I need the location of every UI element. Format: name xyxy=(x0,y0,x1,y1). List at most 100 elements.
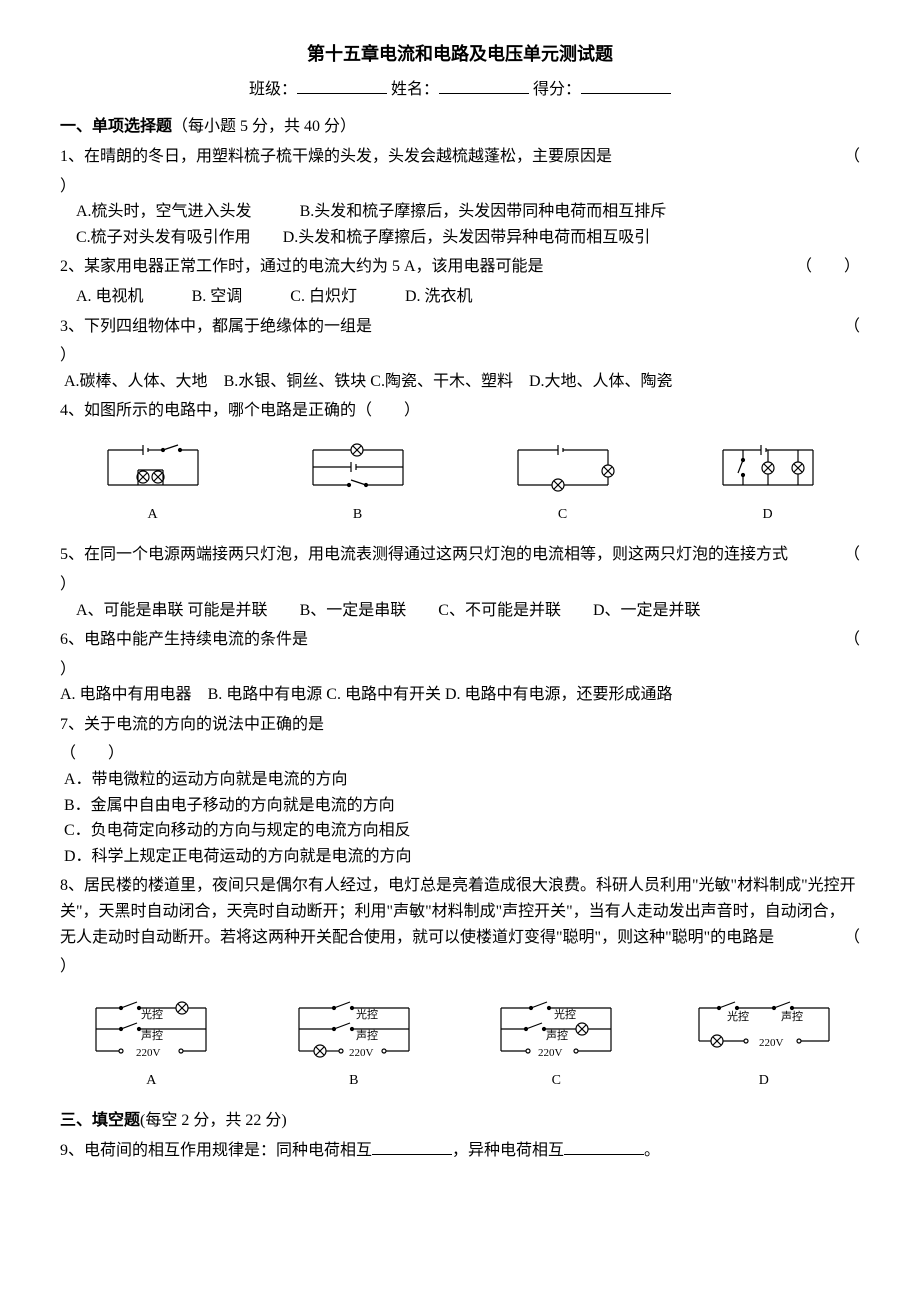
q9-text-pre: 9、电荷间的相互作用规律是：同种电荷相互 xyxy=(60,1142,372,1159)
q5-paren-right-line: ） xyxy=(60,572,860,598)
q8-circuit-b-label: B xyxy=(284,1070,424,1092)
circuit-c-label: C xyxy=(508,504,618,526)
q2-optB: B. 空调 xyxy=(192,288,243,305)
q2-paren: （ ） xyxy=(796,254,860,280)
q5-optB: B、一定是串联 xyxy=(300,602,407,619)
page-title: 第十五章电流和电路及电压单元测试题 xyxy=(60,40,860,69)
q5-optA: A、可能是串联 可能是并联 xyxy=(76,602,268,619)
circuit-c-svg xyxy=(508,440,618,500)
q8-circuit-c-label: C xyxy=(486,1070,626,1092)
student-info-line: 班级： 姓名： 得分： xyxy=(60,77,860,103)
q6-optA: A. 电路中有用电器 xyxy=(60,686,192,703)
q8-circuit-b-svg: 光控 声控 220V xyxy=(284,996,424,1066)
circuit-b-label: B xyxy=(303,504,413,526)
section-3-points: (每空 2 分，共 22 分) xyxy=(140,1112,287,1129)
q5-options: A、可能是串联 可能是并联 B、一定是串联 C、不可能是并联 D、一定是并联 xyxy=(76,598,860,624)
q7-text: 7、关于电流的方向的说法中正确的是 xyxy=(60,716,324,733)
q9-text-mid: ，异种电荷相互 xyxy=(452,1142,564,1159)
q8-circuit-a-label: A xyxy=(81,1070,221,1092)
q8-circuit-b: 光控 声控 220V B xyxy=(284,996,424,1092)
q8-text: 8、居民楼的楼道里，夜间只是偶尔有人经过，电灯总是亮着造成很大浪费。科研人员利用… xyxy=(60,877,856,945)
q1-optA: A.梳头时，空气进入头发 xyxy=(76,203,252,220)
q3-optD: D.大地、人体、陶瓷 xyxy=(529,373,673,390)
q8c-light-label: 光控 xyxy=(554,1007,576,1021)
q8d-voltage-label: 220V xyxy=(759,1037,784,1049)
q4-diagrams: A xyxy=(60,440,860,526)
q7-optC: C．负电荷定向移动的方向与规定的电流方向相反 xyxy=(64,822,411,839)
q1-paren-right-line: ） xyxy=(60,174,860,200)
q7-optB: B．金属中自由电子移动的方向就是电流的方向 xyxy=(64,797,395,814)
q2-optD: D. 洗衣机 xyxy=(405,288,473,305)
q8c-sound-label: 声控 xyxy=(546,1028,568,1042)
question-6: 6、电路中能产生持续电流的条件是 （ xyxy=(60,627,860,653)
class-label: 班级： xyxy=(249,81,297,98)
q7-optA: A．带电微粒的运动方向就是电流的方向 xyxy=(64,771,348,788)
name-label: 姓名： xyxy=(391,81,439,98)
circuit-a-svg xyxy=(98,440,208,500)
q2-optA: A. 电视机 xyxy=(76,288,144,305)
question-5: 5、在同一个电源两端接两只灯泡，用电流表测得通过这两只灯泡的电流相等，则这两只灯… xyxy=(60,542,860,568)
section-1-heading: 一、单项选择题 xyxy=(60,118,172,135)
class-blank xyxy=(297,77,387,94)
q3-text: 3、下列四组物体中，都属于绝缘体的一组是 xyxy=(60,318,372,335)
question-9: 9、电荷间的相互作用规律是：同种电荷相互 ，异种电荷相互 。 xyxy=(60,1138,860,1164)
q4-text: 4、如图所示的电路中，哪个电路是正确的（ ） xyxy=(60,402,420,419)
q8a-sound-label: 声控 xyxy=(141,1028,163,1042)
q1-optD: D.头发和梳子摩擦后，头发因带异种电荷而相互吸引 xyxy=(283,229,651,246)
q6-optB: B. 电路中有电源 xyxy=(208,686,323,703)
q5-paren-left: （ xyxy=(844,542,860,568)
q6-paren-left: （ xyxy=(844,627,860,653)
q8d-sound-label: 声控 xyxy=(781,1009,803,1023)
q2-text: 2、某家用电器正常工作时，通过的电流大约为 5 A，该用电器可能是 xyxy=(60,258,544,275)
q7-optD: D．科学上规定正电荷运动的方向就是电流的方向 xyxy=(64,848,412,865)
q9-blank-1 xyxy=(372,1154,452,1155)
q2-optC: C. 白炽灯 xyxy=(290,288,357,305)
q8-circuit-c-svg: 光控 声控 220V xyxy=(486,996,626,1066)
q2-options: A. 电视机 B. 空调 C. 白炽灯 D. 洗衣机 xyxy=(76,284,860,310)
q8-paren-right-line: ） xyxy=(60,954,860,980)
q3-paren-left: （ xyxy=(844,314,860,340)
q5-optC: C、不可能是并联 xyxy=(438,602,561,619)
q1-text: 1、在晴朗的冬日，用塑料梳子梳干燥的头发，头发会越梳越蓬松，主要原因是 xyxy=(60,148,612,165)
q8c-voltage-label: 220V xyxy=(538,1047,563,1059)
q8d-light-label: 光控 xyxy=(727,1009,749,1023)
q6-paren-right-line: ） xyxy=(60,657,860,683)
circuit-b-svg xyxy=(303,440,413,500)
q8b-light-label: 光控 xyxy=(356,1007,378,1021)
q1-options: A.梳头时，空气进入头发 B.头发和梳子摩擦后，头发因带同种电荷而相互排斥 C.… xyxy=(76,199,860,250)
section-3-header: 三、填空题(每空 2 分，共 22 分) xyxy=(60,1108,860,1134)
q8-circuit-a: 光控 声控 220V A xyxy=(81,996,221,1092)
circuit-d-label: D xyxy=(713,504,823,526)
q6-options: A. 电路中有用电器 B. 电路中有电源 C. 电路中有开关 D. 电路中有电源… xyxy=(60,682,860,708)
name-blank xyxy=(439,77,529,94)
q8-circuit-c: 光控 声控 220V C xyxy=(486,996,626,1092)
q8b-sound-label: 声控 xyxy=(356,1028,378,1042)
question-7: 7、关于电流的方向的说法中正确的是 xyxy=(60,712,860,738)
question-2: 2、某家用电器正常工作时，通过的电流大约为 5 A，该用电器可能是 （ ） xyxy=(60,254,860,280)
q3-optA: A.碳棒、人体、大地 xyxy=(64,373,208,390)
q1-optB: B.头发和梳子摩擦后，头发因带同种电荷而相互排斥 xyxy=(300,203,667,220)
q8-circuit-d-label: D xyxy=(689,1070,839,1092)
q9-blank-2 xyxy=(564,1154,644,1155)
question-1: 1、在晴朗的冬日，用塑料梳子梳干燥的头发，头发会越梳越蓬松，主要原因是 （ xyxy=(60,144,860,170)
q9-text-post: 。 xyxy=(644,1142,660,1159)
score-blank xyxy=(581,77,671,94)
question-4: 4、如图所示的电路中，哪个电路是正确的（ ） xyxy=(60,398,860,424)
section-3-heading: 三、填空题 xyxy=(60,1112,140,1129)
question-3: 3、下列四组物体中，都属于绝缘体的一组是 （ xyxy=(60,314,860,340)
q8b-voltage-label: 220V xyxy=(349,1047,374,1059)
section-1-points: （每小题 5 分，共 40 分） xyxy=(172,118,356,135)
q8-paren-left: （ xyxy=(844,925,860,951)
q8-circuit-d-svg: 光控 声控 220V xyxy=(689,996,839,1066)
q3-paren-right-line: ） xyxy=(60,343,860,369)
q8-diagrams: 光控 声控 220V A xyxy=(60,996,860,1092)
q3-optC: C.陶瓷、干木、塑料 xyxy=(370,373,513,390)
circuit-a: A xyxy=(98,440,208,526)
q8a-voltage-label: 220V xyxy=(136,1047,161,1059)
q5-text: 5、在同一个电源两端接两只灯泡，用电流表测得通过这两只灯泡的电流相等，则这两只灯… xyxy=(60,546,788,563)
q1-paren-left: （ xyxy=(844,144,860,170)
q3-optB: B.水银、铜丝、铁块 xyxy=(224,373,367,390)
q6-optC: C. 电路中有开关 xyxy=(326,686,441,703)
q8a-light-label: 光控 xyxy=(141,1007,163,1021)
q8-circuit-a-svg: 光控 声控 220V xyxy=(81,996,221,1066)
